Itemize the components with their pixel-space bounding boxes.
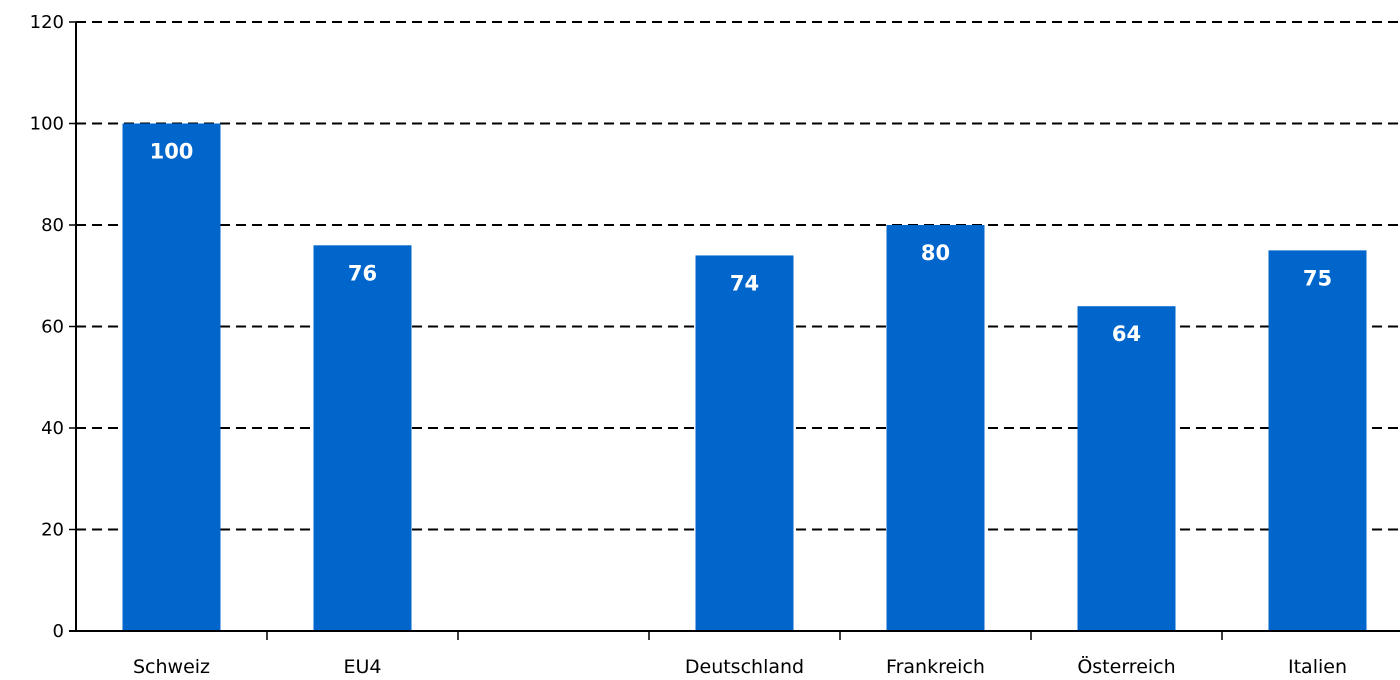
y-tick-label: 100: [30, 114, 64, 135]
x-tick-label: Italien: [1288, 656, 1347, 678]
bar: [886, 225, 985, 631]
data-label: 80: [921, 241, 950, 265]
x-tick-label: Frankreich: [886, 656, 985, 678]
bar: [1077, 306, 1176, 631]
x-tick-label: Schweiz: [133, 656, 210, 678]
y-tick-label: 40: [41, 418, 64, 439]
y-tick-label: 60: [41, 317, 64, 338]
x-tick-label: Deutschland: [685, 656, 804, 678]
bar: [122, 123, 221, 631]
data-label: 74: [730, 271, 759, 295]
y-tick-label: 0: [53, 621, 64, 642]
x-tick-label: EU4: [344, 656, 382, 678]
y-tick-label: 80: [41, 215, 64, 236]
data-label: 75: [1303, 266, 1332, 290]
x-tick-label: Österreich: [1077, 655, 1175, 678]
data-label: 76: [348, 261, 377, 285]
labels: 0 20 40 60 80 100 120 100 Schweiz 76 EU4 74 Deutschl…: [30, 12, 1347, 678]
y-tick-label: 20: [41, 520, 64, 541]
bars: [122, 123, 1367, 632]
bar: [1268, 250, 1367, 631]
axes: [69, 21, 1400, 640]
y-tick-label: 120: [30, 12, 64, 33]
bar: [313, 245, 412, 632]
bar: [695, 255, 794, 631]
data-label: 64: [1112, 322, 1141, 346]
data-label: 100: [150, 140, 194, 164]
